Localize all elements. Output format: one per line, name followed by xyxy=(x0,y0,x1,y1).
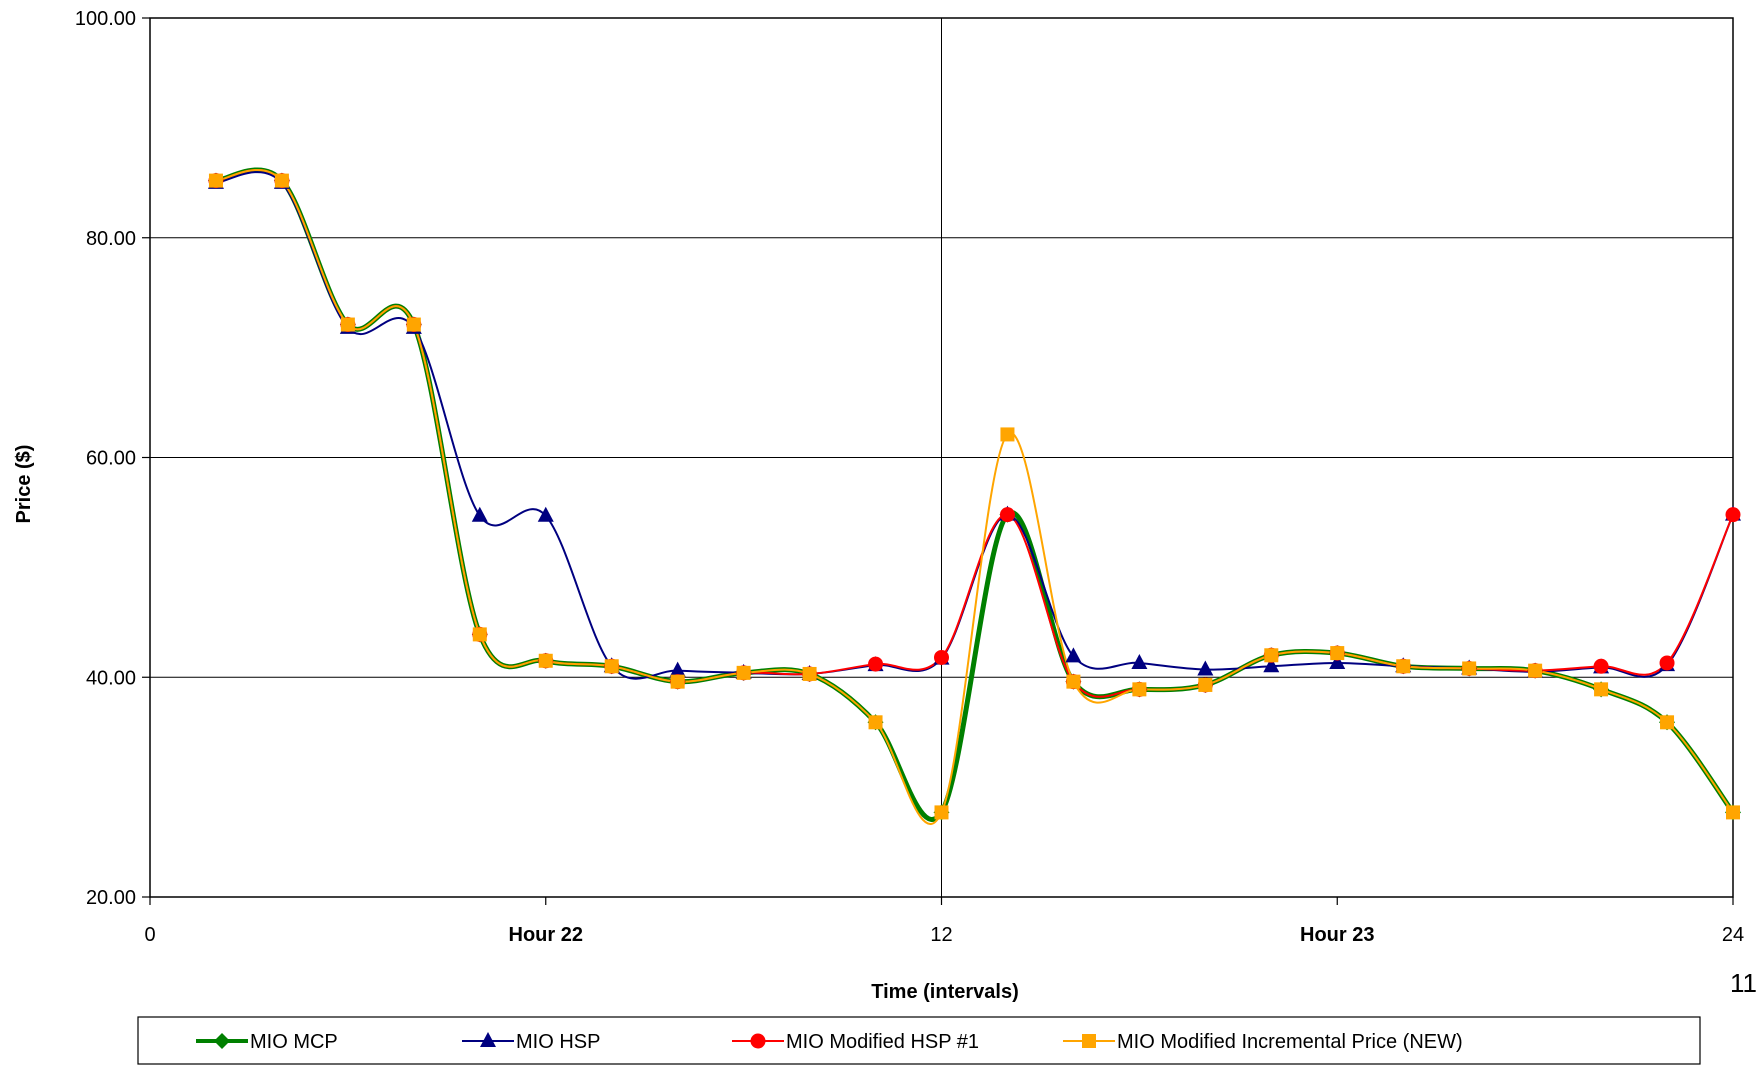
data-point-4 xyxy=(472,627,487,642)
data-point-4 xyxy=(1396,659,1411,674)
data-point-2 xyxy=(537,506,554,522)
series-line-4 xyxy=(214,169,1734,825)
data-point-4 xyxy=(1000,427,1015,442)
x-tick-label: Hour 22 xyxy=(509,924,583,946)
data-point-4 xyxy=(604,659,619,674)
data-point-4 xyxy=(1198,677,1213,692)
legend-label: MIO Modified HSP #1 xyxy=(786,1031,979,1053)
x-tick-label: Hour 23 xyxy=(1300,924,1374,946)
data-point-4 xyxy=(670,674,685,689)
y-tick-label: 80.00 xyxy=(86,228,136,250)
data-point-4 xyxy=(1726,805,1740,820)
data-point-2 xyxy=(1131,653,1148,669)
data-point-4 xyxy=(538,653,553,668)
data-point-4 xyxy=(208,173,223,188)
legend: MIO MCP MIO HSP MIO Modified HSP #1 MIO Mod… xyxy=(137,1016,1701,1065)
legend-marker xyxy=(750,1033,766,1049)
y-tick-label: 100.00 xyxy=(75,8,136,30)
data-point-3 xyxy=(1593,658,1609,674)
y-axis-title: Price ($) xyxy=(13,445,35,524)
y-tick-label: 20.00 xyxy=(86,887,136,909)
legend-marker xyxy=(1082,1034,1096,1048)
data-point-2 xyxy=(1197,660,1214,676)
page-number: 11 xyxy=(1730,968,1757,998)
data-point-4 xyxy=(802,666,817,681)
data-point-4 xyxy=(406,317,421,332)
data-point-4 xyxy=(1594,682,1609,697)
legend-label: MIO MCP xyxy=(250,1031,338,1053)
data-point-4 xyxy=(274,173,289,188)
data-point-3 xyxy=(999,507,1015,523)
legend-label: MIO HSP xyxy=(516,1031,600,1053)
x-tick-label: 24 xyxy=(1722,924,1744,946)
data-point-2 xyxy=(669,661,686,677)
data-point-4 xyxy=(340,317,355,332)
x-tick-label: 0 xyxy=(144,924,155,946)
data-point-2 xyxy=(1329,653,1346,669)
y-tick-label: 60.00 xyxy=(86,448,136,470)
data-point-4 xyxy=(934,805,949,820)
data-point-4 xyxy=(1132,682,1147,697)
data-point-4 xyxy=(1264,648,1279,663)
data-point-4 xyxy=(1462,661,1477,676)
legend-box xyxy=(137,1016,1701,1065)
data-point-2 xyxy=(471,506,488,522)
y-axis-ticks: 20.00 40.00 60.00 80.00 100.00 xyxy=(75,8,150,909)
series-markers xyxy=(207,172,1741,821)
data-point-4 xyxy=(1660,715,1675,730)
data-point-3 xyxy=(934,649,949,665)
data-point-4 xyxy=(868,715,883,730)
data-point-3 xyxy=(868,656,884,672)
legend-marker xyxy=(214,1033,230,1049)
data-point-4 xyxy=(1528,663,1543,678)
data-point-4 xyxy=(1330,646,1345,661)
data-point-2 xyxy=(1065,647,1082,663)
legend-label: MIO Modified Incremental Price (NEW) xyxy=(1117,1031,1463,1053)
x-axis-title: Time (intervals) xyxy=(871,981,1018,1003)
data-point-2 xyxy=(1263,657,1280,673)
data-point-3 xyxy=(1725,507,1741,523)
data-point-4 xyxy=(736,665,751,680)
x-axis-ticks: 0 Hour 22 12 Hour 23 24 xyxy=(144,897,1744,946)
data-point-3 xyxy=(1659,655,1675,671)
legend-marker xyxy=(480,1032,496,1047)
data-point-4 xyxy=(1066,674,1081,689)
y-tick-label: 40.00 xyxy=(86,667,136,689)
x-tick-label: 12 xyxy=(930,924,952,946)
